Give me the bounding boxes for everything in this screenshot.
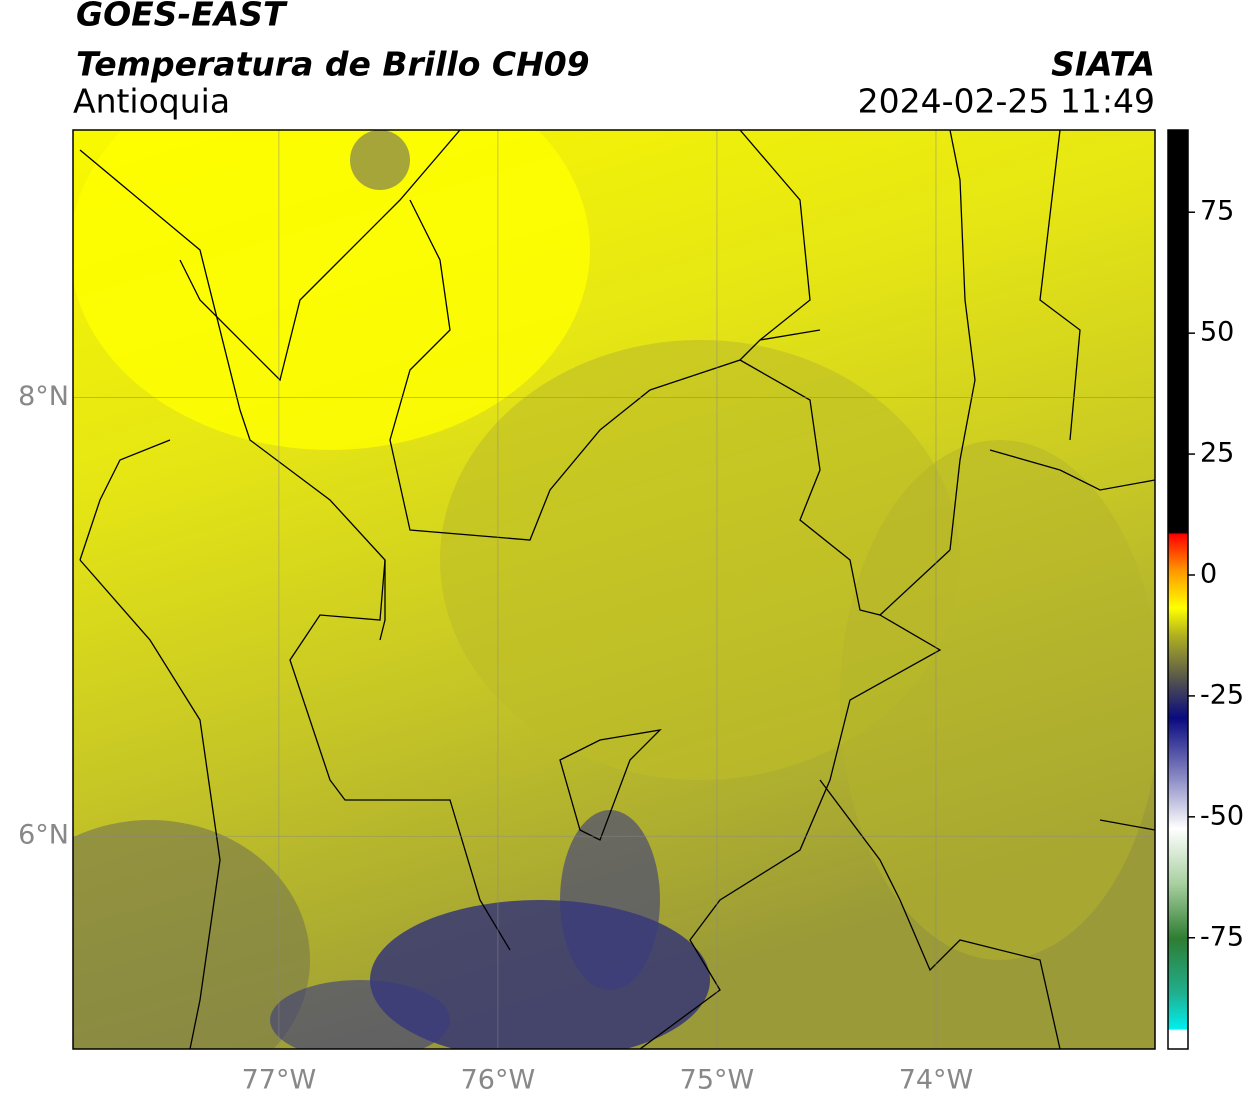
map [73, 130, 1155, 1049]
x-tick-label: 75°W [680, 1065, 755, 1096]
subtitle: Temperatura de Brillo CH09 [76, 45, 590, 84]
colorbar-tick-label: 75 [1200, 196, 1234, 227]
region: Antioquia [73, 82, 230, 121]
colorbar-tick-label: 25 [1200, 438, 1234, 469]
colorbar-tick-label: -25 [1200, 679, 1244, 710]
colorbar-tick-label: 0 [1200, 558, 1217, 589]
y-tick-label: 8°N [18, 381, 69, 412]
y-tick-label: 6°N [18, 820, 69, 851]
colorbar-tick-label: -75 [1200, 921, 1244, 952]
title: GOES-EAST [76, 0, 288, 34]
colorbar [1167, 129, 1189, 1050]
map-frame [72, 129, 1156, 1050]
x-tick-label: 74°W [899, 1065, 974, 1096]
x-tick-label: 77°W [242, 1065, 317, 1096]
x-tick-label: 76°W [461, 1065, 536, 1096]
colorbar-tick-label: 50 [1200, 317, 1234, 348]
colorbar-tick-label: -50 [1200, 800, 1244, 831]
source: SIATA [1051, 45, 1155, 84]
timestamp: 2024-02-25 11:49 [858, 82, 1155, 121]
